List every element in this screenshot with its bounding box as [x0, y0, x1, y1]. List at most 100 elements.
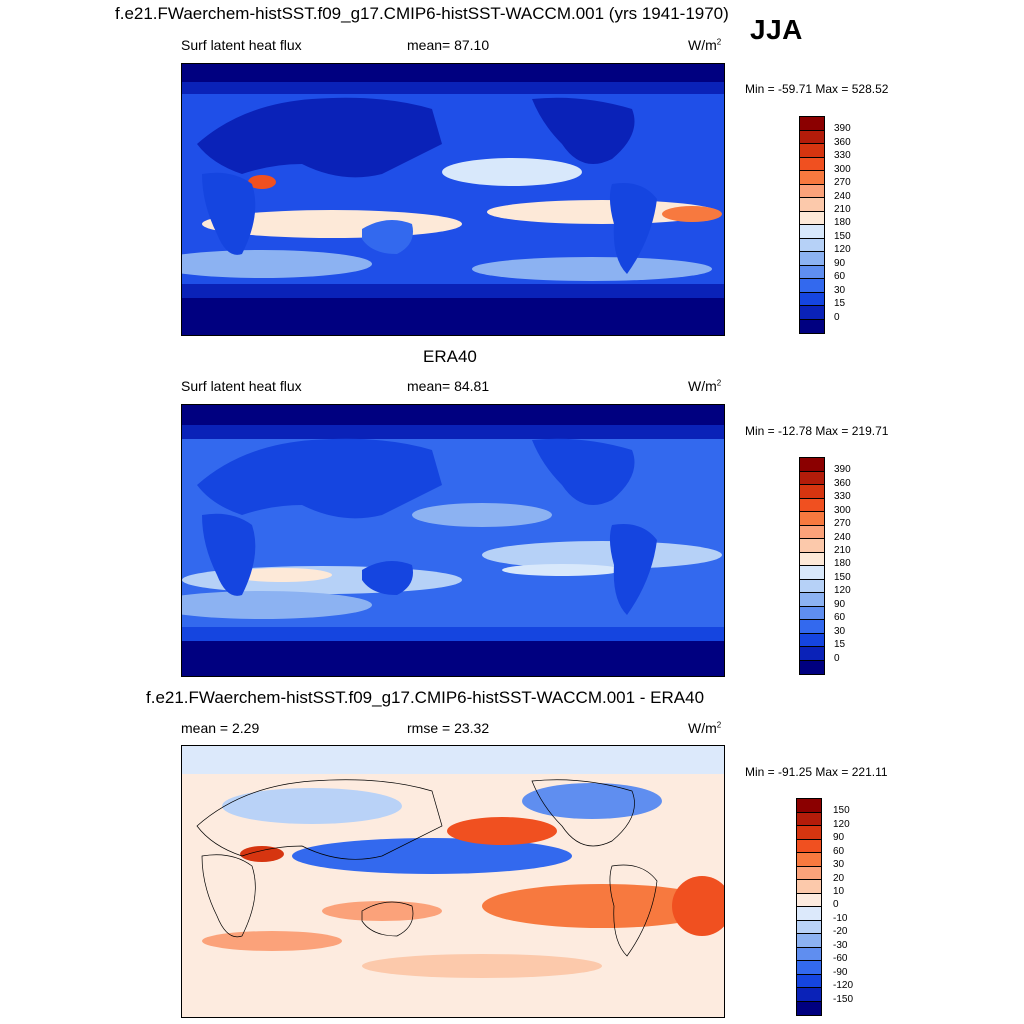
colorbar-tick: 180 — [834, 217, 851, 228]
colorbar-tick: 0 — [834, 312, 840, 323]
colorbar-tick: 90 — [834, 258, 846, 269]
panel2-colorbar-seg — [800, 647, 824, 661]
panel1-colorbar-seg — [800, 292, 824, 306]
colorbar-tick: 390 — [834, 464, 851, 475]
colorbar-tick: -120 — [833, 980, 854, 991]
panel1-map — [181, 63, 725, 336]
panel2-colorbar-seg — [800, 539, 824, 553]
panel3-colorbar-seg — [797, 826, 821, 840]
panel3-colorbar — [796, 798, 822, 1016]
colorbar-tick: -60 — [833, 953, 848, 964]
panel1-colorbar — [799, 116, 825, 334]
panel1-minmax: Min = -59.71 Max = 528.52 — [745, 82, 889, 96]
panel2-colorbar-seg — [800, 498, 824, 512]
panel1-colorbar-seg — [800, 252, 824, 266]
colorbar-tick: -20 — [833, 926, 848, 937]
panel1-colorbar-seg — [800, 319, 824, 333]
panel2-colorbar-seg — [800, 458, 824, 472]
panel1-colorbar-seg — [800, 279, 824, 293]
colorbar-tick: 150 — [834, 231, 851, 242]
panel3-colorbar-seg — [797, 907, 821, 921]
panel1-colorbar-seg — [800, 157, 824, 171]
panel1-colorbar-seg — [800, 306, 824, 320]
panel3-map-field — [182, 746, 724, 1017]
panel1-mean: mean= 87.10 — [407, 37, 490, 53]
panel3-colorbar-seg — [797, 853, 821, 867]
panel3-colorbar-seg — [797, 839, 821, 853]
colorbar-tick: 15 — [834, 298, 846, 309]
panel3-colorbar-seg — [797, 961, 821, 975]
panel3-units: W/m2 — [688, 720, 722, 736]
colorbar-tick: 270 — [834, 177, 851, 188]
panel2-colorbar-seg — [800, 593, 824, 607]
panel2-colorbar-seg — [800, 512, 824, 526]
colorbar-tick: 360 — [834, 478, 851, 489]
panel2-title: ERA40 — [423, 347, 477, 366]
panel1-colorbar-seg — [800, 198, 824, 212]
colorbar-tick: 30 — [834, 285, 846, 296]
colorbar-tick: 30 — [834, 626, 846, 637]
panel2-map — [181, 404, 725, 677]
colorbar-tick: 150 — [833, 805, 850, 816]
colorbar-tick: 300 — [834, 164, 851, 175]
panel1-units: W/m2 — [688, 37, 722, 53]
panel1-map-field — [182, 64, 724, 335]
colorbar-tick: 0 — [834, 653, 840, 664]
panel2-variable: Surf latent heat flux — [181, 378, 302, 394]
panel2-colorbar-seg — [800, 471, 824, 485]
panel2-colorbar-seg — [800, 525, 824, 539]
panel2-minmax: Min = -12.78 Max = 219.71 — [745, 424, 889, 438]
panel3-colorbar-seg — [797, 893, 821, 907]
colorbar-tick: 90 — [834, 599, 846, 610]
panel1-colorbar-seg — [800, 144, 824, 158]
colorbar-tick: 15 — [834, 639, 846, 650]
panel3-title: f.e21.FWaerchem-histSST.f09_g17.CMIP6-hi… — [146, 688, 705, 707]
panel3-map — [181, 745, 725, 1018]
figure-title: f.e21.FWaerchem-histSST.f09_g17.CMIP6-hi… — [115, 4, 729, 23]
panel3-colorbar-seg — [797, 974, 821, 988]
colorbar-tick: 240 — [834, 532, 851, 543]
colorbar-tick: 240 — [834, 191, 851, 202]
panel2-map-field — [182, 405, 724, 676]
season-label: JJA — [750, 14, 803, 45]
panel1-colorbar-seg — [800, 171, 824, 185]
colorbar-tick: -30 — [833, 940, 848, 951]
panel2-colorbar-seg — [800, 620, 824, 634]
panel2-colorbar-seg — [800, 566, 824, 580]
panel3-colorbar-seg — [797, 934, 821, 948]
colorbar-tick: 270 — [834, 518, 851, 529]
panel3-minmax: Min = -91.25 Max = 221.11 — [745, 765, 888, 779]
panel1-variable: Surf latent heat flux — [181, 37, 302, 53]
colorbar-tick: 60 — [833, 846, 845, 857]
panel2-colorbar-seg — [800, 660, 824, 674]
colorbar-tick: 150 — [834, 572, 851, 583]
panel2-colorbar-seg — [800, 633, 824, 647]
colorbar-tick: 390 — [834, 123, 851, 134]
panel1-colorbar-seg — [800, 117, 824, 131]
colorbar-tick: -150 — [833, 994, 854, 1005]
colorbar-tick: 60 — [834, 612, 846, 623]
colorbar-tick: 330 — [834, 491, 851, 502]
panel3-colorbar-seg — [797, 1001, 821, 1015]
panel3-colorbar-seg — [797, 880, 821, 894]
colorbar-tick: 10 — [833, 886, 845, 897]
colorbar-tick: 90 — [833, 832, 845, 843]
colorbar-tick: 210 — [834, 545, 851, 556]
panel1-colorbar-seg — [800, 238, 824, 252]
panel2-colorbar-seg — [800, 579, 824, 593]
colorbar-tick: 0 — [833, 899, 839, 910]
panel3-mean: mean = 2.29 — [181, 720, 260, 736]
panel3-colorbar-seg — [797, 812, 821, 826]
colorbar-tick: 180 — [834, 558, 851, 569]
colorbar-tick: -90 — [833, 967, 848, 978]
colorbar-tick: 360 — [834, 137, 851, 148]
colorbar-tick: 30 — [833, 859, 845, 870]
panel2-units: W/m2 — [688, 378, 722, 394]
colorbar-tick: 120 — [833, 819, 850, 830]
panel2-mean: mean= 84.81 — [407, 378, 490, 394]
panel3-colorbar-seg — [797, 920, 821, 934]
panel2-colorbar-seg — [800, 552, 824, 566]
panel3-colorbar-seg — [797, 799, 821, 813]
panel1-colorbar-seg — [800, 130, 824, 144]
panel1-colorbar-seg — [800, 265, 824, 279]
